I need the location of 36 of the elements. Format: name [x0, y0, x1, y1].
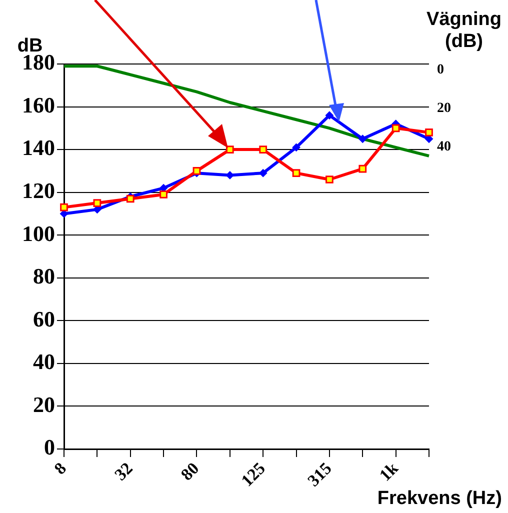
point: [392, 124, 400, 132]
point: [358, 134, 367, 143]
y2-tick-label: 40: [437, 139, 451, 154]
point: [292, 143, 300, 152]
point: [226, 146, 234, 154]
point: [425, 128, 433, 136]
point: [325, 111, 334, 120]
x-tick-label: 125: [238, 458, 270, 490]
y-tick-label: 60: [33, 306, 55, 332]
point: [126, 194, 134, 203]
x-tick-label: 1k: [376, 458, 402, 485]
y-tick-label: 160: [22, 92, 55, 118]
y-tick-label: 140: [22, 135, 55, 160]
point: [326, 176, 334, 184]
point: [60, 203, 68, 212]
point: [160, 190, 168, 198]
x-tick-label: 32: [110, 458, 136, 484]
x-tick-label: 80: [177, 458, 203, 484]
y-tick-label: 120: [22, 178, 55, 204]
point: [358, 164, 367, 173]
x-tick-label: 8: [50, 458, 70, 478]
point: [292, 169, 300, 178]
point: [192, 167, 201, 175]
y2-tick-label: 20: [437, 100, 451, 116]
point: [259, 169, 268, 178]
y2-axis-title: Vägning (dB): [426, 9, 502, 52]
y-tick-label: 80: [33, 264, 55, 289]
y-tick-label: 40: [33, 349, 55, 374]
x-tick-label: 315: [304, 458, 336, 490]
point: [93, 199, 102, 207]
y-tick-label: 20: [33, 392, 55, 417]
y-tick-label: 100: [22, 220, 55, 246]
y2-tick-label: 0: [437, 62, 444, 78]
point: [259, 146, 268, 154]
x-axis-title: Frekvens (Hz): [377, 488, 502, 510]
y-tick-label: 0: [44, 434, 55, 460]
